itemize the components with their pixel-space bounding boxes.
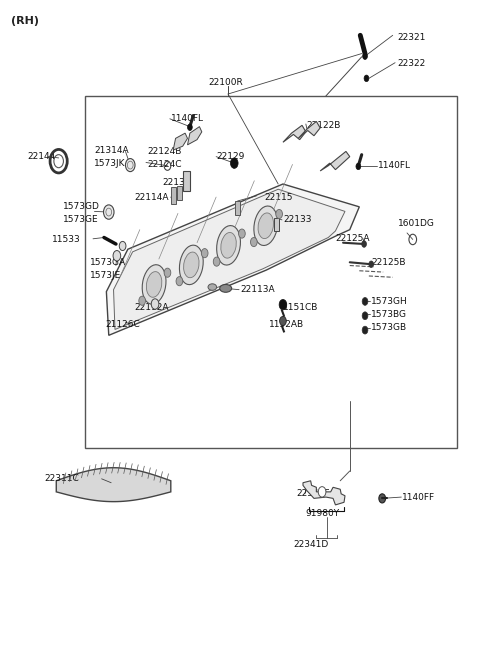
Polygon shape	[107, 184, 360, 335]
Text: 1573BG: 1573BG	[371, 310, 407, 319]
Text: 22135: 22135	[163, 178, 191, 187]
Circle shape	[201, 249, 208, 257]
Text: (RH): (RH)	[11, 16, 39, 26]
Circle shape	[176, 276, 183, 286]
Circle shape	[363, 53, 367, 60]
Text: 1573GB: 1573GB	[371, 323, 408, 332]
Text: 22112A: 22112A	[134, 303, 168, 312]
Text: 22341F: 22341F	[296, 489, 330, 498]
Text: 22129: 22129	[216, 152, 244, 161]
Ellipse shape	[220, 284, 232, 292]
Ellipse shape	[146, 272, 162, 297]
Circle shape	[362, 297, 368, 305]
Circle shape	[362, 326, 368, 334]
Text: 22100R: 22100R	[208, 79, 243, 87]
Polygon shape	[320, 151, 350, 171]
Text: 22124C: 22124C	[147, 160, 181, 169]
Ellipse shape	[216, 225, 240, 265]
Polygon shape	[56, 468, 171, 502]
Text: 1151CB: 1151CB	[283, 303, 318, 312]
Text: 91980Y: 91980Y	[306, 509, 340, 518]
Circle shape	[164, 268, 171, 277]
Bar	[275, 218, 279, 231]
Text: 22311C: 22311C	[44, 474, 79, 483]
Ellipse shape	[208, 284, 216, 290]
Circle shape	[188, 124, 192, 130]
Text: 22115: 22115	[265, 193, 293, 202]
Bar	[177, 186, 182, 200]
Text: 1573GH: 1573GH	[371, 297, 408, 306]
Text: 22133: 22133	[283, 215, 312, 225]
Polygon shape	[298, 121, 320, 138]
Bar	[171, 187, 176, 204]
Ellipse shape	[221, 233, 236, 258]
Text: 22144: 22144	[28, 152, 56, 161]
Text: 1140FF: 1140FF	[402, 493, 435, 502]
Text: 1573JE: 1573JE	[90, 271, 121, 280]
Circle shape	[276, 210, 282, 219]
Text: 1601DG: 1601DG	[397, 219, 434, 228]
Polygon shape	[173, 133, 188, 150]
Text: 1573JK: 1573JK	[95, 159, 126, 168]
Polygon shape	[188, 126, 202, 145]
Polygon shape	[283, 125, 306, 142]
Text: 1573GD: 1573GD	[63, 202, 100, 212]
Bar	[235, 201, 240, 215]
Circle shape	[104, 205, 114, 219]
Circle shape	[369, 261, 373, 267]
Circle shape	[113, 251, 120, 261]
Circle shape	[251, 238, 257, 247]
Circle shape	[362, 312, 368, 320]
Ellipse shape	[180, 245, 203, 285]
Polygon shape	[114, 189, 345, 329]
Text: 22124B: 22124B	[147, 147, 181, 156]
Text: 22125B: 22125B	[371, 258, 406, 267]
Bar	[85, 96, 457, 448]
Circle shape	[213, 257, 220, 266]
Text: 11533: 11533	[51, 235, 80, 244]
Circle shape	[119, 242, 126, 251]
Bar	[183, 171, 191, 191]
Circle shape	[239, 229, 245, 238]
Circle shape	[139, 296, 145, 305]
Ellipse shape	[142, 265, 166, 304]
Ellipse shape	[254, 206, 277, 246]
Circle shape	[318, 487, 326, 497]
Ellipse shape	[183, 252, 199, 278]
Text: 22113A: 22113A	[240, 285, 275, 294]
Text: 22114A: 22114A	[134, 193, 168, 202]
Text: 22341D: 22341D	[293, 540, 328, 548]
Circle shape	[280, 316, 286, 326]
Text: 22322: 22322	[397, 59, 426, 68]
Circle shape	[279, 299, 287, 310]
Text: 22321: 22321	[397, 33, 426, 42]
Text: 1573GE: 1573GE	[63, 215, 99, 225]
Text: 1140FL: 1140FL	[171, 114, 204, 123]
Circle shape	[356, 163, 361, 170]
Polygon shape	[303, 481, 345, 505]
Circle shape	[151, 299, 159, 309]
Circle shape	[364, 75, 369, 82]
Circle shape	[230, 158, 238, 168]
Text: 1573GA: 1573GA	[90, 258, 126, 267]
Circle shape	[125, 159, 135, 172]
Ellipse shape	[258, 213, 274, 238]
Text: 22125A: 22125A	[336, 234, 370, 243]
Text: 1152AB: 1152AB	[269, 320, 304, 329]
Text: 22122B: 22122B	[307, 121, 341, 130]
Text: 1140FL: 1140FL	[378, 161, 411, 170]
Circle shape	[362, 241, 366, 248]
Text: 21126C: 21126C	[106, 320, 140, 329]
Text: 21314A: 21314A	[95, 145, 129, 155]
Circle shape	[379, 494, 385, 503]
